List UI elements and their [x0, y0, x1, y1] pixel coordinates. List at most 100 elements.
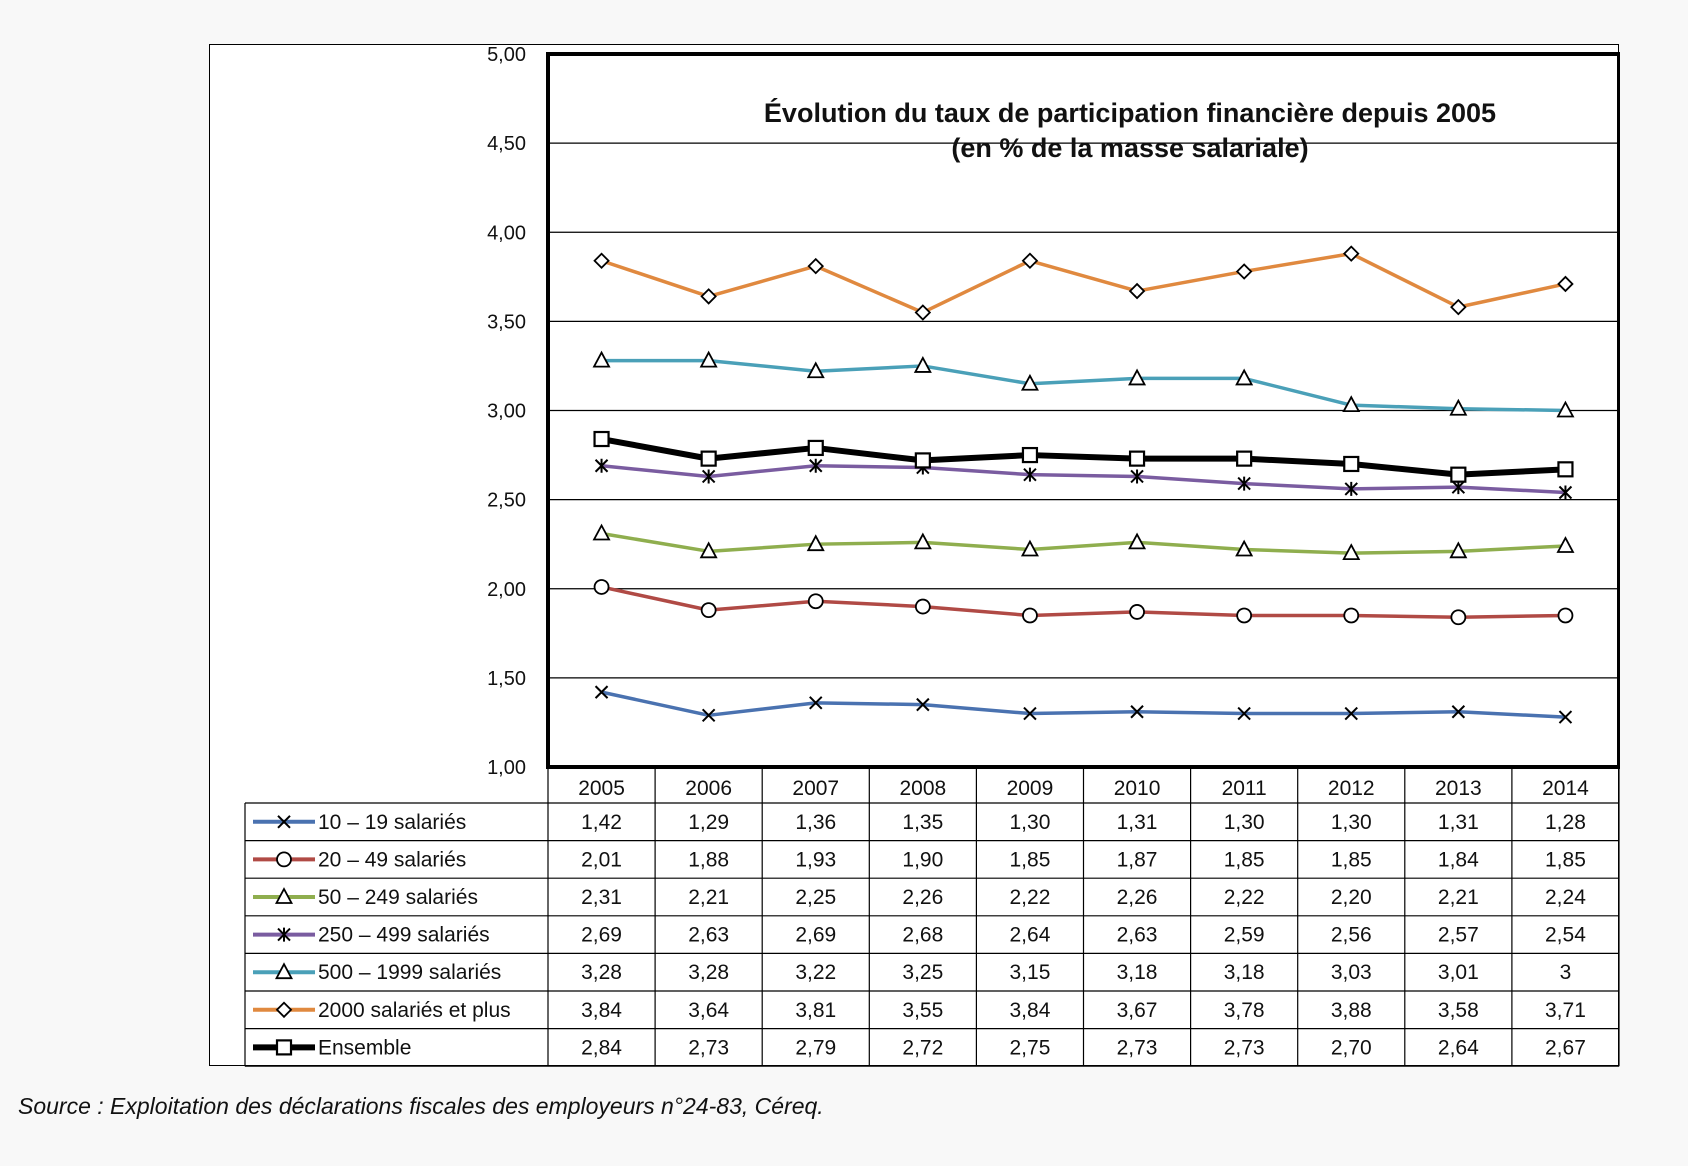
data-cell: 2,01 [581, 848, 622, 871]
data-point [1558, 710, 1573, 724]
data-point [699, 541, 718, 559]
data-cell: 2,63 [1117, 924, 1158, 947]
data-point [700, 450, 717, 467]
series-line [601, 690, 1566, 719]
data-point [1129, 604, 1145, 620]
data-point [1342, 395, 1361, 413]
data-point [913, 356, 932, 373]
data-cell: 2,64 [1010, 924, 1051, 947]
data-point [1344, 706, 1358, 721]
data-point [700, 602, 717, 619]
data-point [1237, 706, 1251, 721]
data-cell: 1,84 [1438, 848, 1479, 871]
data-cell: 1,30 [1331, 811, 1372, 834]
legend-label: 50 – 249 salariés [318, 886, 478, 909]
data-cell: 2,73 [688, 1036, 729, 1059]
data-point [809, 458, 823, 473]
data-point [806, 361, 825, 379]
data-point [1449, 398, 1468, 416]
data-point [914, 304, 932, 321]
data-cell: 1,85 [1010, 848, 1051, 871]
data-point [807, 593, 824, 610]
category-label: 2008 [899, 777, 946, 800]
data-point [1128, 450, 1146, 467]
data-cell: 2,68 [902, 924, 943, 947]
data-cell: 1,85 [1331, 848, 1372, 871]
data-cell: 1,88 [688, 848, 729, 871]
data-cell: 2,26 [1117, 886, 1158, 909]
data-point [1449, 541, 1468, 559]
data-point [913, 532, 932, 550]
data-point [1020, 539, 1039, 557]
legend-marker [274, 887, 294, 904]
data-cell: 2,63 [688, 924, 729, 947]
legend-marker [275, 1001, 293, 1019]
data-point [699, 350, 718, 368]
data-cell: 2,69 [795, 924, 836, 947]
data-cell: 2,21 [1438, 886, 1479, 909]
data-point [1023, 706, 1037, 721]
legend-label: 2000 salariés et plus [318, 999, 511, 1022]
category-label: 2014 [1542, 777, 1589, 800]
y-tick-label: 2,00 [487, 579, 526, 601]
data-point [1450, 466, 1467, 483]
data-point [592, 523, 611, 541]
data-cell: 3,81 [795, 999, 836, 1022]
data-point [701, 469, 716, 484]
data-point [1236, 450, 1253, 467]
data-cell: 2,24 [1545, 886, 1586, 909]
data-cell: 2,67 [1545, 1036, 1586, 1059]
data-cell: 3 [1560, 961, 1572, 984]
data-cell: 2,21 [688, 886, 729, 909]
legend-marker [275, 1039, 293, 1056]
category-label: 2012 [1328, 777, 1375, 800]
data-point [1557, 275, 1574, 293]
data-cell: 2,73 [1224, 1036, 1265, 1059]
data-cell: 1,31 [1438, 811, 1479, 834]
data-cell: 1,85 [1545, 848, 1586, 871]
data-cell: 1,42 [581, 811, 622, 834]
data-cell: 2,26 [902, 886, 943, 909]
data-point [1130, 705, 1144, 719]
line-chart: 1,00 1,50 2,00 2,50 3,00 3,50 4,00 4,50 5,00 Évol… [244, 45, 1620, 1067]
data-point [1556, 536, 1575, 553]
data-point [914, 598, 931, 615]
data-cell: 2,54 [1545, 924, 1586, 947]
data-point [1235, 263, 1253, 280]
data-cell: 2,56 [1331, 924, 1372, 947]
category-label: 2009 [1007, 777, 1054, 800]
data-cell: 2,57 [1438, 924, 1479, 947]
data-point [1556, 400, 1575, 418]
data-cell: 3,25 [902, 961, 943, 984]
legend-label: 10 – 19 salariés [318, 811, 466, 834]
y-tick-label: 1,50 [487, 668, 526, 690]
legend-label: Ensemble [318, 1036, 411, 1059]
data-point [1451, 705, 1466, 719]
data-cell: 3,55 [902, 999, 943, 1022]
data-point [1344, 481, 1358, 496]
data-cell: 1,85 [1224, 848, 1265, 871]
series-line [601, 358, 1566, 413]
data-cell: 3,78 [1224, 999, 1265, 1022]
legend-label: 20 – 49 salariés [318, 848, 466, 871]
legend-marker [274, 962, 294, 980]
data-point [593, 430, 610, 448]
data-point [1022, 607, 1038, 624]
y-tick-label: 3,00 [487, 401, 526, 423]
data-cell: 2,70 [1331, 1036, 1372, 1059]
y-tick-label: 5,00 [487, 45, 526, 66]
data-point [1237, 476, 1251, 491]
data-point [1235, 539, 1254, 557]
series-line [601, 531, 1566, 555]
data-point [1343, 607, 1360, 624]
chart-subtitle: (en % de la masse salariale) [951, 133, 1308, 163]
data-point [1558, 485, 1573, 500]
data-cell: 1,90 [902, 848, 943, 871]
data-cell: 1,36 [795, 811, 836, 834]
data-cell: 3,28 [688, 961, 729, 984]
data-point [807, 439, 824, 457]
category-label: 2005 [578, 777, 625, 800]
data-point [1236, 607, 1253, 624]
data-cell: 3,88 [1331, 999, 1372, 1022]
data-point [701, 708, 716, 723]
